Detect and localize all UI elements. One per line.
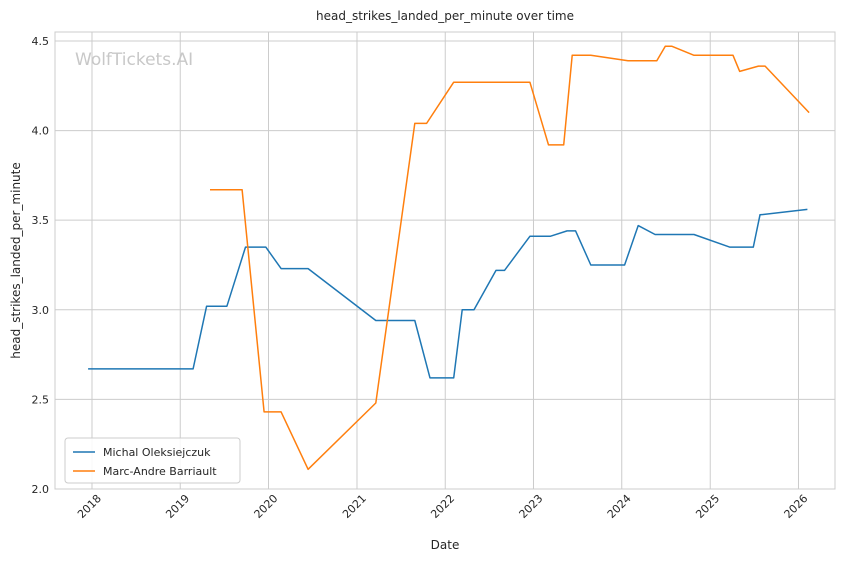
legend: Michal Oleksiejczuk Marc-Andre Barriault — [64, 437, 241, 484]
legend-box — [64, 437, 241, 484]
series-line-1 — [88, 208, 808, 379]
legend-label-1: Michal Oleksiejczuk — [103, 446, 211, 459]
y-tick-label: 4.0 — [32, 125, 50, 138]
series-layer — [88, 45, 810, 471]
y-tick-label: 4.5 — [32, 35, 50, 48]
series-line-2 — [210, 45, 810, 471]
y-tick-label: 3.5 — [32, 214, 50, 227]
chart-title: head_strikes_landed_per_minute over time — [316, 9, 574, 23]
y-tick-label: 2.0 — [32, 483, 50, 496]
y-axis-ticks: 2.0 2.5 3.0 3.5 4.0 4.5 — [32, 35, 50, 496]
legend-label-2: Marc-Andre Barriault — [103, 465, 217, 478]
x-axis-label: Date — [431, 538, 460, 552]
y-tick-label: 3.0 — [32, 304, 50, 317]
y-axis-label: head_strikes_landed_per_minute — [9, 162, 23, 359]
plot-frame — [54, 31, 836, 490]
y-tick-label: 2.5 — [32, 393, 50, 406]
watermark: WolfTickets.AI — [75, 50, 193, 70]
